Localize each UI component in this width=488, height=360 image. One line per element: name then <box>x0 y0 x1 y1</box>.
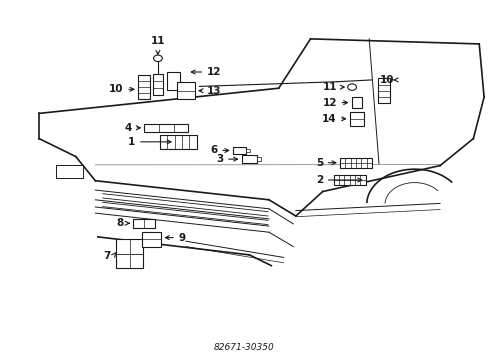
Bar <box>377 78 389 103</box>
Bar <box>340 158 371 168</box>
Text: 9: 9 <box>178 233 185 243</box>
Bar <box>133 219 155 228</box>
Text: 14: 14 <box>322 114 336 124</box>
Circle shape <box>347 84 356 90</box>
Bar <box>56 165 83 178</box>
Text: 82671-30350: 82671-30350 <box>214 343 274 352</box>
Text: 10: 10 <box>379 75 394 85</box>
Bar <box>176 82 195 99</box>
Text: 12: 12 <box>322 98 336 108</box>
Circle shape <box>153 55 162 62</box>
Bar <box>349 112 364 126</box>
Text: 3: 3 <box>216 154 223 164</box>
Text: 7: 7 <box>103 251 111 261</box>
Text: 11: 11 <box>150 36 165 46</box>
Bar <box>160 135 196 149</box>
Bar <box>232 147 246 154</box>
Bar <box>241 155 257 163</box>
Bar <box>144 124 188 132</box>
Text: 10: 10 <box>109 84 123 94</box>
Bar <box>333 175 365 185</box>
Text: 2: 2 <box>315 175 323 185</box>
Text: 6: 6 <box>210 145 217 156</box>
Text: 11: 11 <box>322 82 336 92</box>
Text: 12: 12 <box>206 67 221 77</box>
Text: 8: 8 <box>116 218 123 228</box>
Bar <box>116 239 143 268</box>
Bar <box>257 157 261 161</box>
Bar <box>351 97 362 108</box>
Text: 5: 5 <box>315 158 323 168</box>
Text: 1: 1 <box>128 137 135 147</box>
Bar <box>138 75 150 99</box>
Text: 4: 4 <box>124 123 132 133</box>
Bar <box>142 232 161 247</box>
Text: 13: 13 <box>206 86 221 96</box>
Bar <box>153 74 163 95</box>
Bar <box>246 149 249 152</box>
Bar <box>166 72 180 90</box>
